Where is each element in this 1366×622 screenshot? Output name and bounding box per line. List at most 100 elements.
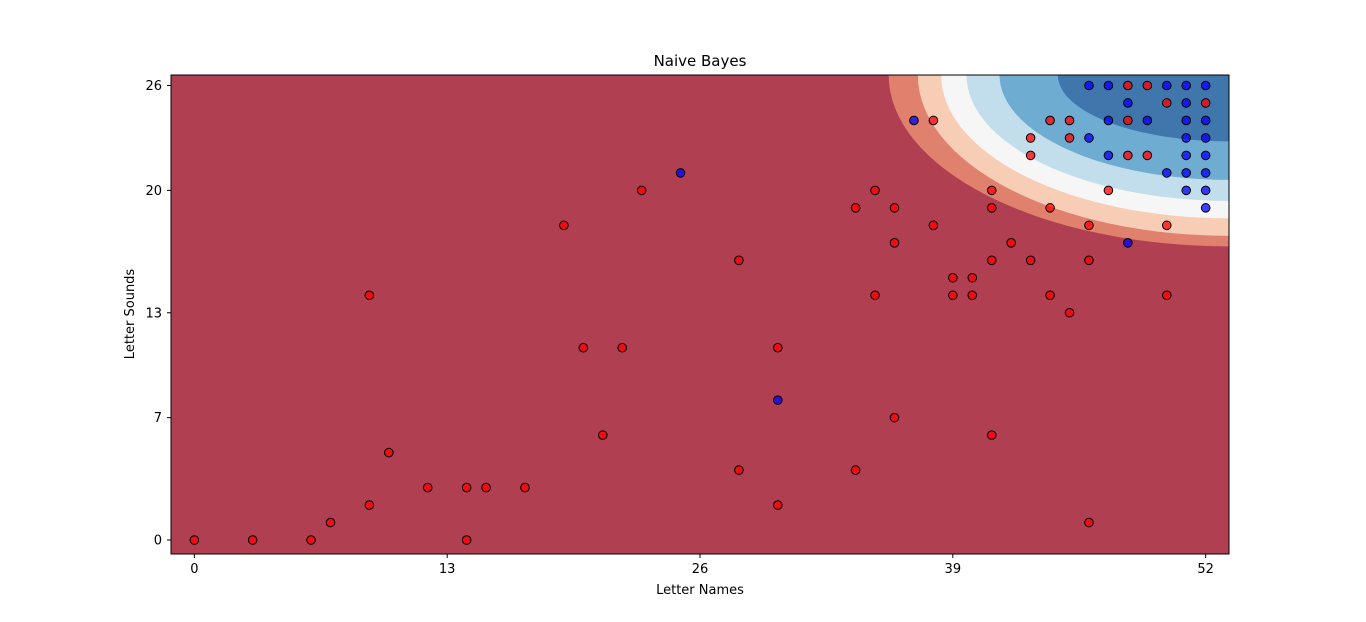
data-point — [461, 535, 472, 545]
data-point — [1084, 220, 1094, 231]
data-point — [967, 290, 978, 301]
y-axis-ticks: 0 7 13 20 26 — [145, 79, 171, 549]
data-point — [1045, 203, 1055, 213]
data-point — [1084, 80, 1094, 91]
data-point — [1200, 203, 1211, 213]
data-point — [1006, 238, 1016, 248]
data-point — [1123, 115, 1133, 126]
data-point — [1200, 150, 1211, 161]
data-point — [928, 115, 939, 126]
data-point — [986, 185, 997, 196]
data-point — [1103, 150, 1114, 161]
data-point — [1045, 115, 1055, 126]
data-point — [597, 430, 608, 440]
data-point — [889, 203, 900, 213]
data-point — [1123, 80, 1133, 91]
data-point — [1200, 133, 1211, 143]
x-tick-label: 0 — [190, 562, 198, 577]
data-point — [870, 185, 880, 196]
data-point — [1123, 238, 1133, 248]
data-point — [384, 447, 394, 458]
data-point — [967, 272, 978, 283]
y-tick-label: 13 — [145, 306, 162, 321]
data-point — [948, 290, 958, 301]
data-point — [889, 238, 900, 248]
data-point — [986, 203, 997, 213]
data-point — [1084, 255, 1094, 266]
data-point — [1123, 98, 1133, 108]
data-point — [734, 255, 744, 266]
data-point — [909, 115, 919, 126]
data-point — [1064, 115, 1075, 126]
data-point — [1181, 168, 1192, 178]
data-point — [850, 465, 861, 475]
data-point — [1084, 133, 1094, 143]
x-tick-label: 39 — [945, 562, 962, 577]
data-point — [559, 220, 569, 231]
data-point — [986, 430, 997, 440]
x-axis-label: Letter Names — [656, 583, 744, 598]
data-point — [1181, 150, 1192, 161]
data-point — [1103, 115, 1114, 126]
data-point — [1200, 98, 1211, 108]
data-point — [1161, 98, 1172, 108]
data-point — [422, 482, 433, 493]
data-point — [481, 482, 491, 493]
data-point — [772, 342, 783, 353]
data-point — [734, 465, 744, 475]
x-tick-label: 26 — [692, 562, 709, 577]
data-point — [675, 168, 686, 178]
data-point — [306, 535, 316, 545]
data-point — [1200, 185, 1211, 196]
data-point — [617, 342, 628, 353]
data-point — [247, 535, 258, 545]
scatter-points — [189, 80, 1211, 545]
x-tick-label: 13 — [439, 562, 456, 577]
data-point — [325, 517, 336, 528]
data-point — [364, 290, 375, 301]
data-point — [1025, 133, 1036, 143]
y-tick-label: 7 — [154, 411, 162, 426]
data-point — [1025, 255, 1036, 266]
data-point — [1064, 307, 1075, 318]
data-point — [1123, 150, 1133, 161]
data-point — [986, 255, 997, 266]
y-tick-label: 20 — [145, 184, 162, 199]
data-point — [870, 290, 880, 301]
data-point — [461, 482, 472, 493]
data-point — [1103, 80, 1114, 91]
data-point — [1161, 220, 1172, 231]
data-point — [1181, 98, 1192, 108]
decision-regions — [171, 75, 1229, 554]
data-point — [850, 203, 861, 213]
data-point — [772, 395, 783, 405]
data-point — [1200, 168, 1211, 178]
data-point — [520, 482, 530, 493]
data-point — [1181, 133, 1192, 143]
data-point — [889, 412, 900, 423]
data-point — [1161, 168, 1172, 178]
data-point — [1200, 115, 1211, 126]
data-point — [189, 535, 200, 545]
y-tick-label: 26 — [145, 79, 162, 94]
data-point — [364, 500, 375, 510]
y-tick-label: 0 — [154, 534, 162, 549]
data-point — [1200, 80, 1211, 91]
data-point — [1084, 517, 1094, 528]
data-point — [1025, 150, 1036, 161]
x-tick-label: 52 — [1197, 562, 1214, 577]
data-point — [1064, 133, 1075, 143]
data-point — [928, 220, 939, 231]
y-axis-label: Letter Sounds — [123, 269, 138, 360]
data-point — [948, 272, 958, 283]
plot-area: 0 13 26 39 52 0 7 13 20 26 — [145, 74, 1230, 577]
chart-title: Naive Bayes — [654, 52, 747, 70]
data-point — [1142, 80, 1153, 91]
data-point — [1161, 80, 1172, 91]
data-point — [1142, 115, 1153, 126]
data-point — [636, 185, 647, 196]
data-point — [1103, 185, 1114, 196]
data-point — [1181, 80, 1192, 91]
data-point — [1045, 290, 1055, 301]
